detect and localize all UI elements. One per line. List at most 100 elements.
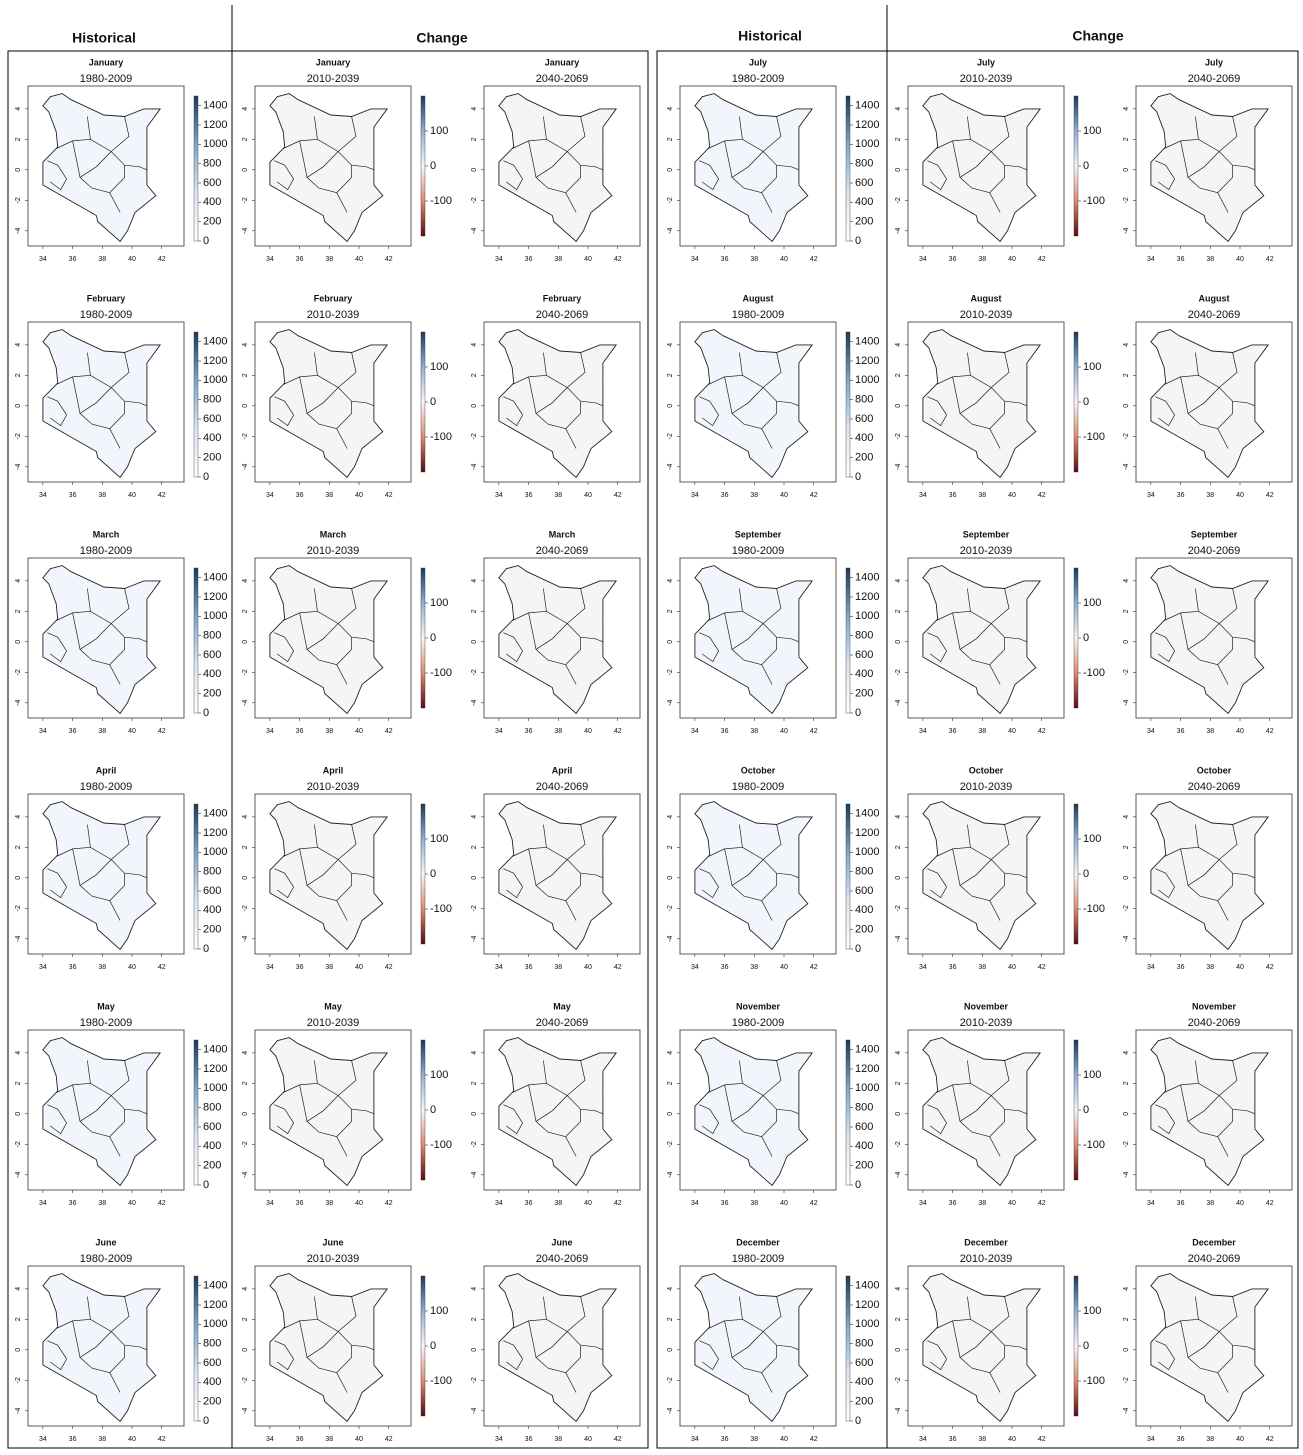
y-tick-label: -4 [471, 464, 478, 470]
x-tick-label: 40 [1008, 728, 1016, 735]
colorbar-label: 1400 [855, 808, 879, 820]
panel-period: 1980-2009 [732, 309, 785, 321]
y-tick-label: 2 [895, 1081, 902, 1085]
x-tick-label: 40 [584, 1200, 592, 1207]
colorbar-label: 200 [855, 688, 873, 700]
colorbar-label: 400 [855, 1376, 873, 1388]
colorbar-label: 600 [855, 413, 873, 425]
x-tick-label: 40 [355, 256, 363, 263]
colorbar-label: 100 [1083, 125, 1101, 137]
colorbar-label: 1400 [855, 336, 879, 348]
x-tick-label: 38 [98, 1436, 106, 1443]
x-tick-label: 42 [810, 492, 818, 499]
x-tick-label: 42 [158, 1436, 166, 1443]
colorbar-label: 800 [855, 394, 873, 406]
x-tick-label: 40 [1236, 492, 1244, 499]
colorbar-label: 200 [855, 452, 873, 464]
panel-period: 1980-2009 [732, 73, 785, 85]
panel-period: 2010-2039 [307, 73, 360, 85]
y-tick-label: -4 [471, 936, 478, 942]
x-tick-label: 42 [1266, 964, 1274, 971]
y-tick-label: 4 [667, 107, 674, 111]
colorbar-label: 200 [855, 1396, 873, 1408]
y-tick-label: 2 [471, 373, 478, 377]
panel-period: 1980-2009 [80, 1253, 133, 1265]
y-tick-label: 4 [895, 815, 902, 819]
x-tick-label: 38 [325, 964, 333, 971]
x-tick-label: 34 [1147, 964, 1155, 971]
x-tick-label: 40 [584, 728, 592, 735]
y-tick-label: 0 [1123, 1112, 1130, 1116]
x-tick-label: 36 [949, 1200, 957, 1207]
y-tick-label: -2 [15, 905, 22, 911]
x-tick-label: 40 [584, 964, 592, 971]
panel-month: August [1199, 293, 1230, 303]
x-tick-label: 40 [128, 492, 136, 499]
x-tick-label: 34 [691, 1436, 699, 1443]
colorbar-label: 800 [855, 1102, 873, 1114]
panel-month: September [735, 529, 782, 539]
x-tick-label: 34 [39, 1200, 47, 1207]
panel-month: November [736, 1001, 781, 1011]
panel-period: 2010-2039 [960, 781, 1013, 793]
y-tick-label: 2 [667, 137, 674, 141]
x-tick-label: 38 [750, 1200, 758, 1207]
x-tick-label: 36 [525, 1436, 533, 1443]
colorbar [421, 568, 425, 708]
y-tick-label: 4 [242, 579, 249, 583]
y-tick-label: 2 [242, 373, 249, 377]
x-tick-label: 42 [1038, 1200, 1046, 1207]
x-tick-label: 40 [355, 1436, 363, 1443]
y-tick-label: 4 [15, 343, 22, 347]
colorbar-label: 1200 [855, 1299, 879, 1311]
panel-month: June [322, 1237, 343, 1247]
panel-period: 2040-2069 [1188, 1253, 1241, 1265]
x-tick-label: 38 [98, 964, 106, 971]
y-tick-label: -4 [15, 1172, 22, 1178]
colorbar-label: 1200 [203, 591, 227, 603]
panel-period: 2040-2069 [536, 1253, 589, 1265]
y-tick-label: 0 [15, 1348, 22, 1352]
y-tick-label: 0 [667, 168, 674, 172]
colorbar-label: 1200 [203, 827, 227, 839]
colorbar-label: 0 [1083, 868, 1089, 880]
panel-period: 1980-2009 [732, 1253, 785, 1265]
colorbar [1074, 96, 1078, 236]
y-tick-label: 0 [895, 1348, 902, 1352]
panel-month: January [89, 57, 124, 67]
x-tick-label: 36 [69, 964, 77, 971]
panel-period: 2010-2039 [960, 1253, 1013, 1265]
colorbar-label: 100 [1083, 361, 1101, 373]
colorbar-label: 100 [430, 361, 448, 373]
panel-month: March [549, 529, 576, 539]
colorbar-label: 600 [203, 413, 221, 425]
panel-month: December [1192, 1237, 1236, 1247]
y-tick-label: 4 [242, 343, 249, 347]
x-tick-label: 42 [810, 256, 818, 263]
y-tick-label: 2 [15, 137, 22, 141]
panel-month: March [320, 529, 347, 539]
y-tick-label: 2 [15, 609, 22, 613]
y-tick-label: 4 [895, 343, 902, 347]
x-tick-label: 42 [385, 964, 393, 971]
x-tick-label: 38 [554, 1200, 562, 1207]
y-tick-label: -2 [667, 669, 674, 675]
colorbar [1074, 1040, 1078, 1180]
colorbar-label: 0 [430, 632, 436, 644]
colorbar [846, 1040, 850, 1185]
x-tick-label: 34 [691, 1200, 699, 1207]
y-tick-label: 2 [895, 373, 902, 377]
y-tick-label: -2 [242, 669, 249, 675]
y-tick-label: 4 [471, 579, 478, 583]
x-tick-label: 36 [296, 728, 304, 735]
colorbar [1074, 1276, 1078, 1416]
y-tick-label: 2 [895, 845, 902, 849]
colorbar-label: 0 [1083, 396, 1089, 408]
y-tick-label: -2 [1123, 1141, 1130, 1147]
y-tick-label: 0 [667, 1112, 674, 1116]
y-tick-label: 2 [242, 845, 249, 849]
x-tick-label: 38 [750, 492, 758, 499]
colorbar-label: 400 [203, 904, 221, 916]
panel-period: 2010-2039 [307, 309, 360, 321]
x-tick-label: 40 [128, 964, 136, 971]
